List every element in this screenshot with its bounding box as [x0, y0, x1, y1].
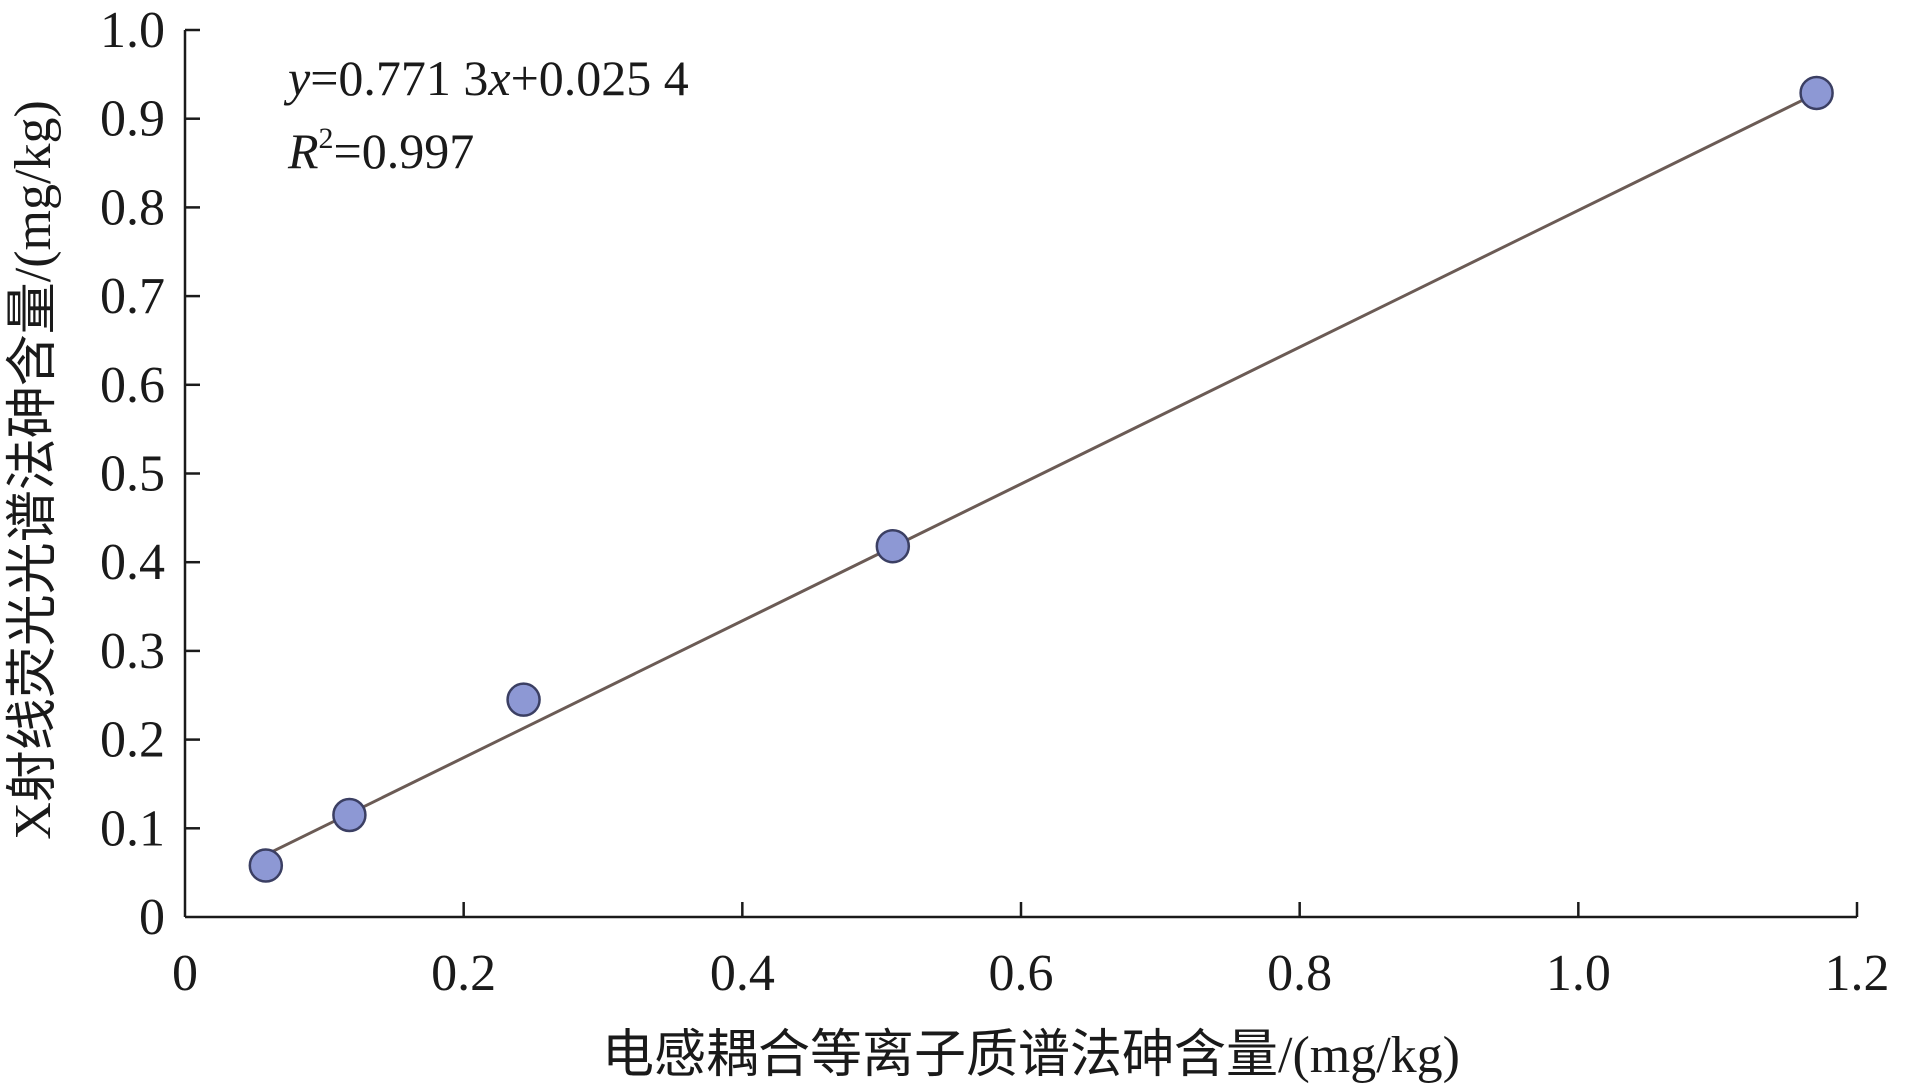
y-tick-label: 0.7 — [100, 268, 165, 325]
y-tick-label: 1.0 — [100, 2, 165, 59]
x-tick-label: 1.2 — [1825, 945, 1890, 1002]
x-tick-label: 0.6 — [989, 945, 1054, 1002]
r-squared-tail: =0.997 — [334, 123, 475, 179]
equation-x: x — [487, 50, 510, 106]
x-tick-label: 0.4 — [710, 945, 775, 1002]
y-tick-label: 0.1 — [100, 800, 165, 857]
data-point — [506, 682, 541, 717]
y-tick-label: 0.8 — [100, 179, 165, 236]
r-squared: R2=0.997 — [287, 122, 474, 179]
y-tick-label: 0 — [139, 889, 165, 946]
y-tick-label: 0.9 — [100, 91, 165, 148]
y-ticks: 0 0.1 0.2 0.3 0.4 0.5 0.6 0.7 0.8 0.9 1.0 — [100, 2, 200, 946]
y-tick-label: 0.4 — [100, 534, 165, 591]
r-squared-sup: 2 — [319, 122, 334, 155]
y-tick-label: 0.6 — [100, 357, 165, 414]
data-point — [248, 848, 284, 883]
y-tick-label: 0.3 — [100, 623, 165, 680]
r-squared-r: R — [287, 123, 319, 179]
x-tick-label: 1.0 — [1546, 945, 1611, 1002]
points-layer — [248, 75, 1834, 883]
data-point — [875, 528, 911, 564]
fit-layer — [265, 91, 1818, 857]
y-axis-label: X射线荧光光谱法砷含量/(mg/kg) — [5, 100, 62, 840]
y-tick-label: 0.5 — [100, 446, 165, 503]
x-ticks: 0 0.2 0.4 0.6 0.8 1.0 1.2 — [172, 902, 1890, 1002]
equation-mid: =0.771 3 — [310, 50, 488, 106]
x-tick-label: 0.2 — [431, 945, 496, 1002]
y-tick-label: 0.2 — [100, 712, 165, 769]
equation-tail: +0.025 4 — [511, 50, 689, 106]
regression-line — [265, 91, 1818, 857]
x-tick-label: 0.8 — [1267, 945, 1332, 1002]
data-point — [332, 797, 367, 833]
x-tick-label: 0 — [172, 945, 198, 1002]
x-axis-label: 电感耦合等离子质谱法砷含量/(mg/kg) — [602, 1027, 1460, 1084]
regression-equation: y=0.771 3x+0.025 4 — [283, 50, 689, 106]
equation-y: y — [283, 50, 311, 106]
data-point — [1799, 75, 1834, 111]
